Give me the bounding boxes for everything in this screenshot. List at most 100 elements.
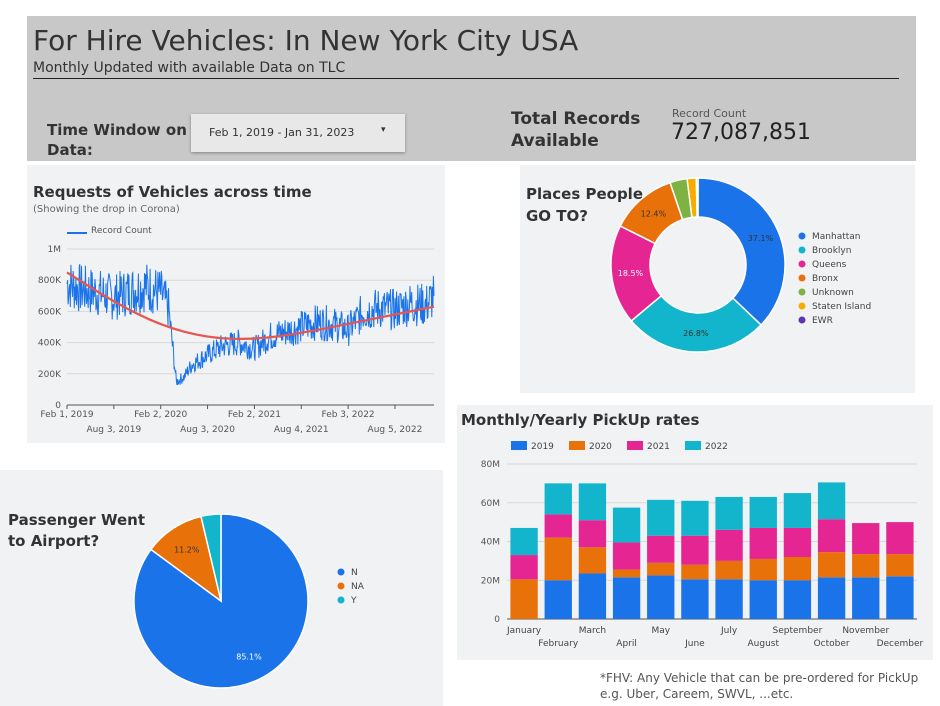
legend-label: NA — [351, 582, 365, 592]
y-tick-label: 800K — [38, 276, 62, 286]
page-title: For Hire Vehicles: In New York City USA — [33, 24, 579, 57]
legend-swatch — [798, 232, 806, 240]
caret-down-icon: ▾ — [381, 125, 386, 135]
legend-label: EWR — [812, 316, 833, 326]
x-tick-label: Feb 2, 2021 — [228, 410, 281, 420]
total-records-label: Total Records Available — [511, 109, 641, 151]
footnote-line-2: e.g. Uber, Careem, SWVL, ...etc. — [600, 687, 794, 701]
slice-label: 12.4% — [641, 210, 667, 219]
x-tick-label: Feb 1, 2019 — [40, 410, 93, 420]
header-banner: For Hire Vehicles: In New York City USA … — [27, 16, 916, 161]
x-tick-label: August — [748, 639, 780, 649]
legend-label: 2020 — [589, 442, 612, 452]
bar-chart-title: Monthly/Yearly PickUp rates — [461, 411, 700, 429]
bar-segment — [578, 573, 607, 619]
line-legend-label: Record Count — [91, 226, 152, 236]
pie-slice — [200, 513, 222, 602]
legend-swatch — [685, 441, 701, 450]
y-tick-label: 600K — [38, 307, 62, 317]
bar-segment — [510, 579, 538, 619]
bar-segment — [852, 523, 880, 555]
bar-chart-panel: Monthly/Yearly PickUp rates 2019 2020 2021… — [457, 405, 933, 660]
x-tick-label: Feb 3, 2022 — [322, 410, 375, 420]
slice-label: 37.1% — [748, 234, 774, 243]
y-tick-label: 40M — [481, 538, 500, 548]
bar-segment — [817, 552, 846, 578]
bar-segment — [783, 580, 812, 619]
bar-segment — [612, 577, 641, 619]
x-tick-label: September — [773, 626, 823, 636]
bar-segment — [852, 577, 880, 619]
stacked-bar-chart: 2019 2020 2021 2022 0 20M 40M 60M 80M January Febr… — [481, 441, 924, 649]
record-count-line — [66, 264, 435, 386]
airport-pie-panel: Passenger Went to Airport? 85.1% 11.2% N NA… — [0, 470, 443, 706]
date-range-picker[interactable]: Feb 1, 2019 - Jan 31, 2023 ▾ — [191, 114, 405, 152]
x-tick-label: February — [538, 639, 579, 649]
bar-segment — [749, 558, 777, 581]
bar-segment — [510, 527, 538, 556]
x-tick-label: Aug 5, 2022 — [368, 425, 423, 435]
bar-segment — [647, 499, 675, 536]
airport-pie-chart: 85.1% 11.2% N NA Y — [133, 513, 365, 689]
legend-label: Unknown — [812, 288, 854, 298]
bar-segment — [715, 579, 743, 619]
legend-label: Y — [350, 596, 357, 606]
y-tick-label: 200K — [38, 370, 62, 380]
bar-segment — [886, 522, 914, 555]
bar-segment — [817, 519, 846, 553]
airport-pie-title: Passenger Went to Airport? — [8, 511, 145, 550]
legend-label: Bronx — [812, 274, 839, 284]
legend-swatch — [798, 274, 806, 282]
footnote: *FHV: Any Vehicle that can be pre-ordere… — [600, 670, 918, 702]
donut-chart-panel: Places People GO TO? 37.1% 26.8% 18.5% 12.4… — [520, 165, 915, 393]
x-tick-label: May — [651, 626, 670, 636]
legend-label: 2022 — [705, 442, 728, 452]
x-tick-label: Aug 4, 2021 — [274, 425, 329, 435]
bar-segment — [544, 483, 572, 515]
pie-slice — [695, 177, 699, 218]
legend-swatch — [798, 246, 806, 254]
bar-segment — [647, 562, 675, 576]
bar-segment — [544, 537, 572, 581]
footnote-line-1: *FHV: Any Vehicle that can be pre-ordere… — [600, 671, 919, 685]
x-tick-label: April — [616, 639, 637, 649]
bar-segment — [647, 535, 675, 563]
x-tick-label: October — [814, 639, 850, 649]
bar-segment — [783, 493, 812, 528]
legend-label: N — [351, 568, 358, 578]
header-divider — [33, 78, 899, 79]
legend-label: Manhattan — [812, 232, 860, 242]
bar-segment — [578, 547, 607, 574]
legend-label: 2021 — [647, 442, 670, 452]
x-tick-label: December — [877, 639, 924, 649]
x-tick-label: Aug 3, 2020 — [180, 425, 235, 435]
y-tick-label: 80M — [481, 460, 500, 470]
bar-segment — [681, 500, 709, 536]
line-chart-title: Requests of Vehicles across time — [33, 183, 312, 201]
y-tick-label: 20M — [481, 576, 500, 586]
bar-segment — [544, 514, 572, 538]
legend-swatch — [798, 302, 806, 310]
slice-label: 26.8% — [683, 329, 709, 338]
legend-label: Queens — [812, 260, 847, 270]
bar-segment — [715, 496, 743, 530]
bar-segment — [681, 579, 709, 619]
legend-swatch — [337, 596, 345, 604]
bar-segment — [715, 529, 743, 561]
bar-segment — [681, 535, 709, 565]
legend-label: 2019 — [531, 442, 554, 452]
date-range-value: Feb 1, 2019 - Jan 31, 2023 — [209, 126, 355, 139]
legend-swatch — [337, 582, 345, 590]
bar-segment — [886, 554, 914, 577]
slice-label: 11.2% — [174, 545, 200, 554]
x-tick-label: July — [720, 626, 738, 636]
page-subtitle: Monthly Updated with available Data on T… — [33, 60, 346, 76]
record-count-label: Record Count — [672, 107, 747, 120]
bar-segment — [749, 496, 777, 528]
record-count-value: 727,087,851 — [671, 120, 811, 145]
donut-chart: 37.1% 26.8% 18.5% 12.4% Manhattan Brooklyn Que… — [610, 177, 871, 353]
donut-chart-title: Places People GO TO? — [526, 185, 643, 225]
trend-line — [66, 271, 435, 340]
line-legend-swatch — [67, 232, 87, 234]
line-chart-panel: Requests of Vehicles across time (Showin… — [27, 165, 445, 443]
